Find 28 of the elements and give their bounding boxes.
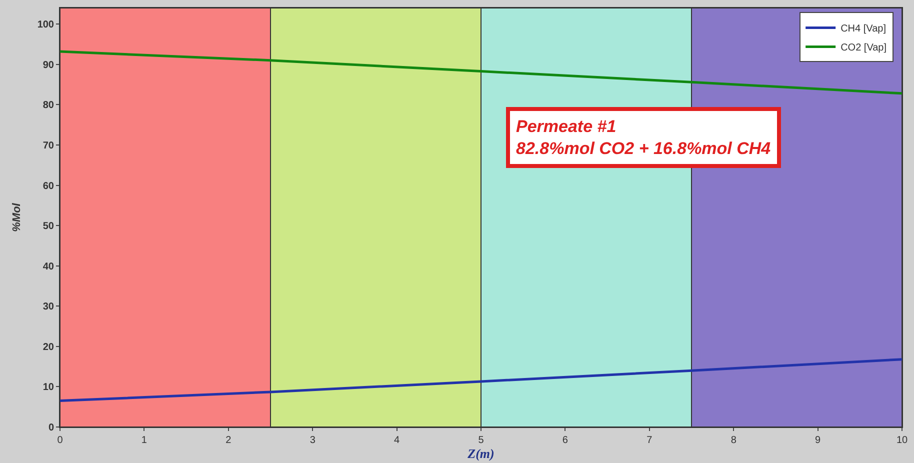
y-tick-label: 40	[42, 261, 54, 272]
y-tick-label: 50	[42, 221, 54, 232]
legend-label: CH4 [Vap]	[840, 24, 886, 35]
x-tick-label: 6	[562, 435, 568, 446]
y-tick-label: 60	[42, 180, 54, 192]
y-tick-label: 30	[42, 302, 54, 313]
annotation: Permeate #1 82.8%mol CO2 + 16.8%mol CH4	[516, 117, 772, 158]
x-tick-label: 2	[226, 435, 232, 446]
y-tick-label: 90	[42, 60, 54, 71]
line-series	[60, 358, 902, 402]
x-tick-label: 3	[310, 435, 316, 446]
x-tick-label: 5	[478, 435, 484, 446]
x-axis-title: Z(m)	[466, 446, 494, 461]
y-tick-label: 10	[42, 382, 54, 394]
y-tick-label: 0	[48, 422, 54, 434]
x-tick-label: 1	[141, 435, 148, 446]
y-tick-label: 70	[42, 140, 54, 152]
x-tick-label: 7	[646, 435, 653, 446]
y-tick-label: 20	[42, 342, 54, 353]
y-tick-label: 80	[42, 100, 54, 112]
y-tick-label: 100	[37, 20, 54, 31]
legend-label: CO2 [Vap]	[840, 42, 887, 54]
x-tick-label: 4	[394, 435, 400, 446]
x-tick-label: 9	[815, 435, 822, 446]
x-tick-label: 10	[896, 435, 908, 446]
y-axis-title: %Mol	[10, 202, 23, 232]
x-tick-label: 0	[57, 435, 64, 446]
x-tick-label: 8	[730, 435, 737, 446]
